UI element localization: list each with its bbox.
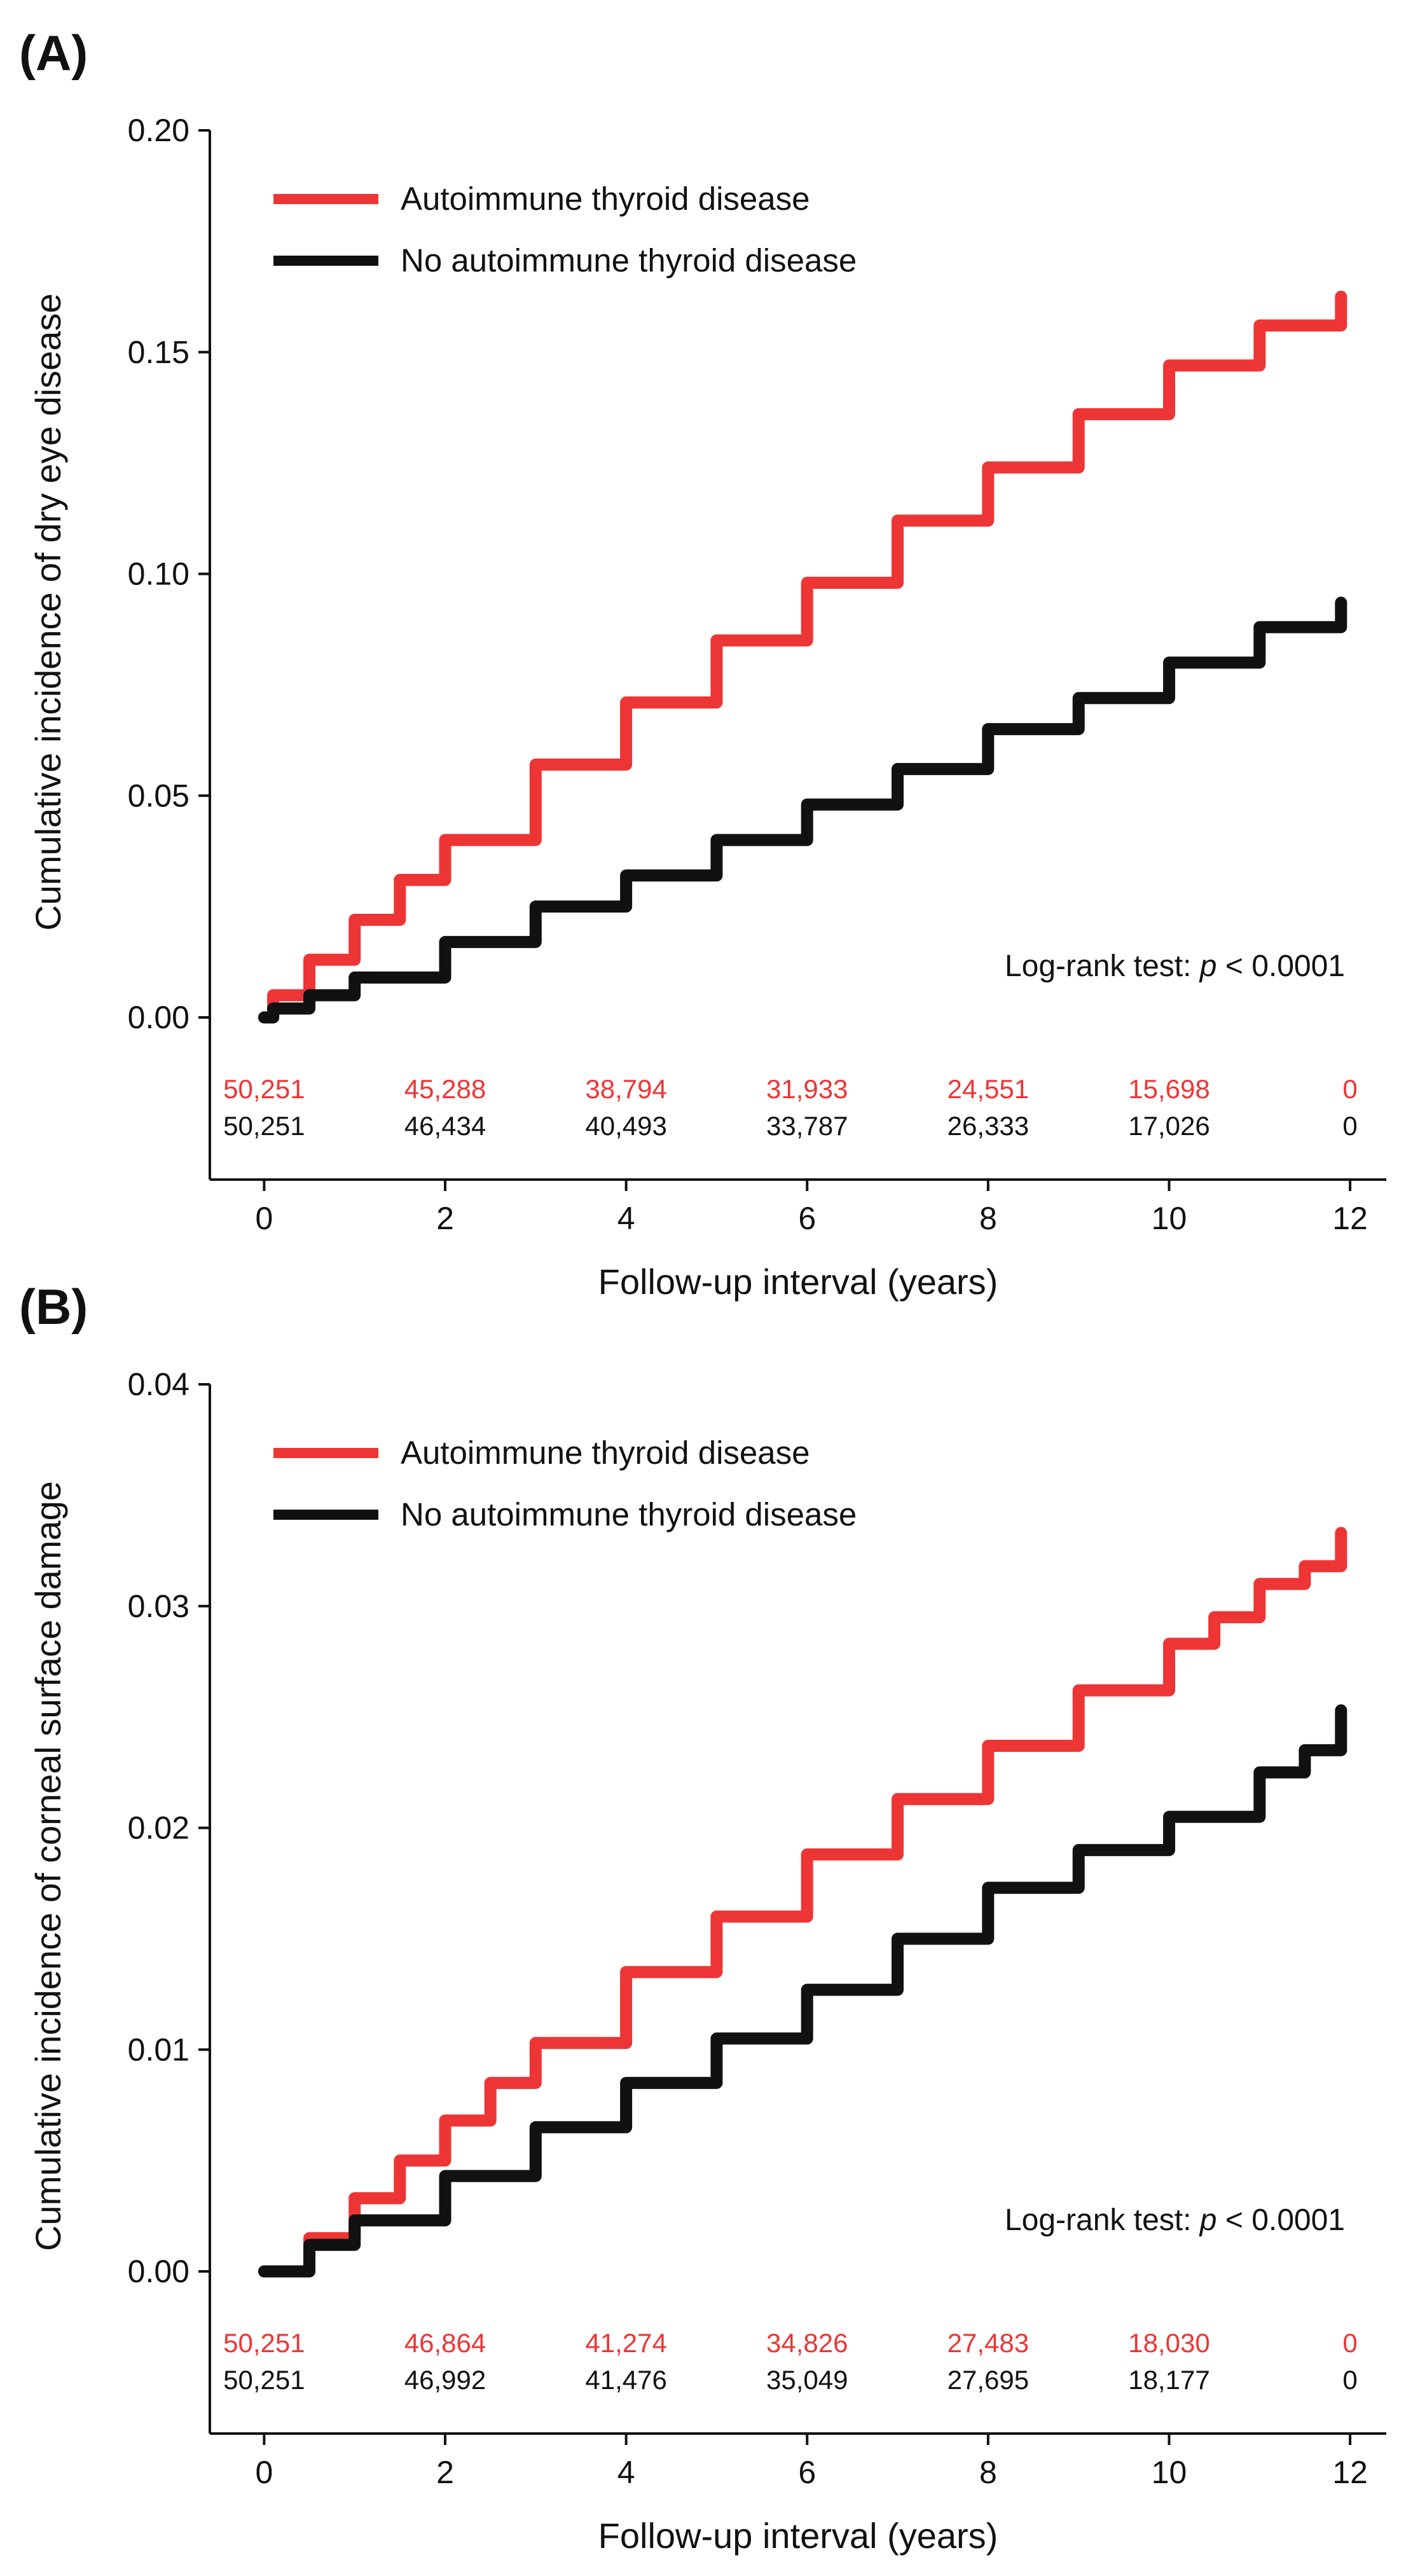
y-axis-title: Cumulative incidence of dry eye disease [28,293,68,930]
legend-label-0: Autoimmune thyroid disease [401,181,810,217]
y-tick-label: 0.20 [128,113,190,148]
log-rank-prefix: Log-rank test: [1005,2203,1200,2237]
x-tick-label: 2 [436,2455,454,2490]
x-tick-label: 6 [798,1201,816,1236]
at-risk-value-autoimmune: 24,551 [948,1074,1029,1104]
at-risk-value-no-autoimmune: 46,434 [404,1111,486,1141]
legend-label-0: Autoimmune thyroid disease [401,1435,810,1471]
x-tick-label: 0 [255,1201,273,1236]
chart-panel-0: (A) 0.00 0.05 0.10 0.15 0.20 0 2 4 6 8 10 12 Follow-u… [19,25,1386,1302]
at-risk-value-no-autoimmune: 50,251 [223,1111,305,1141]
legend-label-1: No autoimmune thyroid disease [401,242,857,279]
at-risk-value-no-autoimmune: 33,787 [766,1111,848,1141]
at-risk-value-no-autoimmune: 0 [1342,1111,1357,1141]
y-tick-label: 0.04 [128,1367,190,1402]
series-line-autoimmune [258,1527,1347,2278]
y-tick-label: 0.05 [128,778,190,813]
at-risk-value-autoimmune: 50,251 [223,1074,305,1104]
at-risk-value-autoimmune: 31,933 [766,1074,848,1104]
y-axis-title: Cumulative incidence of corneal surface … [28,1481,68,2251]
p-symbol: p [1199,2203,1217,2237]
at-risk-value-no-autoimmune: 41,476 [585,2365,666,2395]
series-line-no-autoimmune [258,1704,1347,2278]
p-value: < 0.0001 [1216,949,1345,983]
log-rank-prefix: Log-rank test: [1005,949,1200,983]
at-risk-value-autoimmune: 0 [1342,1074,1357,1104]
at-risk-value-no-autoimmune: 46,992 [404,2365,486,2395]
at-risk-value-autoimmune: 15,698 [1128,1074,1210,1104]
at-risk-value-no-autoimmune: 50,251 [223,2365,305,2395]
p-symbol: p [1199,949,1217,983]
x-tick-label: 2 [436,1201,454,1236]
at-risk-value-autoimmune: 46,864 [404,2328,486,2358]
x-tick-label: 12 [1332,1201,1368,1236]
log-rank-annotation: Log-rank test: p < 0.0001 [1005,949,1345,983]
at-risk-value-autoimmune: 18,030 [1128,2328,1210,2358]
p-value: < 0.0001 [1216,2203,1345,2237]
x-tick-label: 10 [1152,2455,1187,2490]
y-tick-label: 0.10 [128,556,190,592]
y-tick-label: 0.02 [128,1810,190,1846]
at-risk-value-no-autoimmune: 0 [1342,2365,1357,2395]
x-axis-title: Follow-up interval (years) [598,1262,998,1302]
panel-label: (A) [19,25,88,81]
at-risk-value-autoimmune: 0 [1342,2328,1357,2358]
x-tick-label: 8 [979,1201,997,1236]
at-risk-value-autoimmune: 27,483 [948,2328,1029,2358]
at-risk-value-no-autoimmune: 27,695 [948,2365,1029,2395]
y-tick-label: 0.00 [128,1000,190,1035]
series-line-autoimmune [258,291,1347,1024]
at-risk-value-autoimmune: 34,826 [766,2328,848,2358]
at-risk-value-autoimmune: 41,274 [585,2328,666,2358]
x-tick-label: 10 [1152,1201,1187,1236]
x-tick-label: 8 [979,2455,997,2490]
at-risk-value-autoimmune: 45,288 [404,1074,486,1104]
at-risk-value-no-autoimmune: 17,026 [1128,1111,1210,1141]
y-tick-label: 0.15 [128,334,190,370]
at-risk-value-no-autoimmune: 18,177 [1128,2365,1210,2395]
at-risk-value-autoimmune: 50,251 [223,2328,305,2358]
y-tick-label: 0.03 [128,1588,190,1624]
x-tick-label: 4 [617,1201,635,1236]
x-tick-label: 4 [617,2455,635,2490]
log-rank-annotation: Log-rank test: p < 0.0001 [1005,2203,1345,2237]
at-risk-value-no-autoimmune: 40,493 [585,1111,666,1141]
at-risk-value-no-autoimmune: 35,049 [766,2365,848,2395]
series-line-no-autoimmune [258,596,1347,1024]
y-tick-label: 0.00 [128,2254,190,2289]
legend-label-1: No autoimmune thyroid disease [401,1496,857,1533]
x-tick-label: 12 [1332,2455,1368,2490]
chart-panel-1: (B) 0.00 0.01 0.02 0.03 0.04 0 2 4 6 8 10 12 Follow-u… [19,1279,1386,2556]
y-tick-label: 0.01 [128,2032,190,2067]
at-risk-value-autoimmune: 38,794 [585,1074,666,1104]
x-tick-label: 0 [255,2455,273,2490]
panel-label: (B) [19,1279,88,1335]
x-tick-label: 6 [798,2455,816,2490]
x-axis-title: Follow-up interval (years) [598,2516,998,2556]
at-risk-value-no-autoimmune: 26,333 [948,1111,1029,1141]
